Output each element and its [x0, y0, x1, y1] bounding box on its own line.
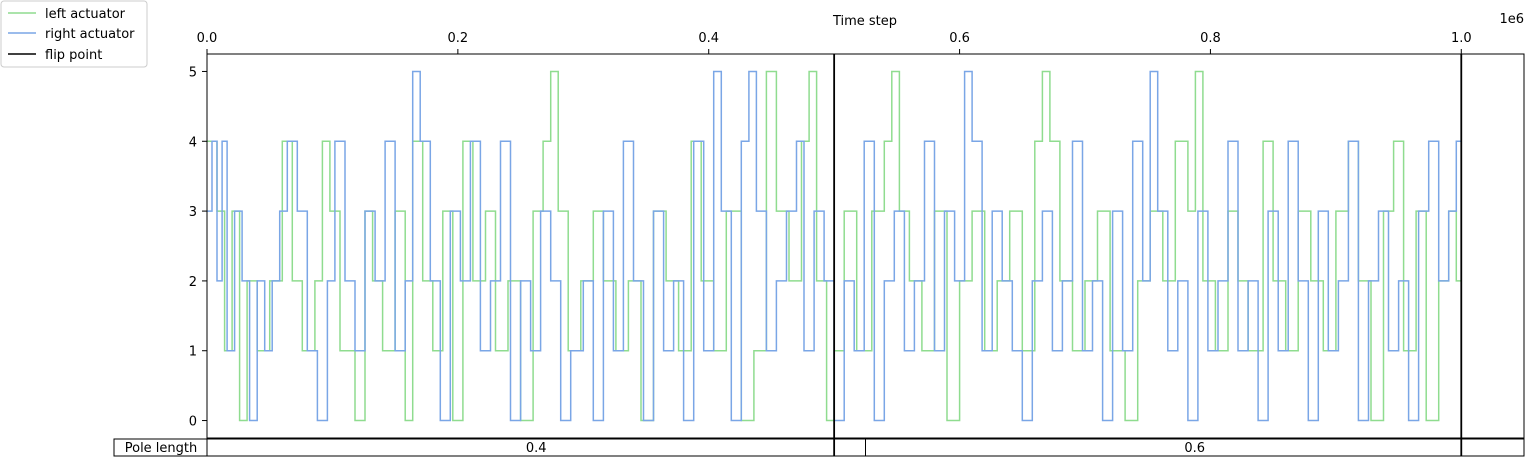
y-ticks: 0 1 2 3 4 5	[189, 65, 207, 430]
table-segment-label: 0.6	[1184, 441, 1205, 456]
legend-label-flip-point: flip point	[45, 48, 102, 63]
x-axis-title: Time step	[832, 14, 897, 29]
table-row-label: Pole length	[125, 441, 198, 456]
y-tick-label: 5	[189, 65, 197, 80]
legend-label-left-actuator: left actuator	[45, 7, 126, 22]
flip-layer	[833, 54, 1463, 456]
x-ticks: 0.0 0.2 0.4 0.6 0.8 1.0	[197, 31, 1472, 54]
x-tick-label: 0.0	[197, 31, 218, 46]
x-tick-label: 0.8	[1200, 31, 1221, 46]
series-layer	[207, 70, 1462, 422]
pole-length-table: Pole length 0.4 0.6	[113, 438, 1525, 457]
x-tick-label: 1.0	[1451, 31, 1472, 46]
table-segment-label: 0.4	[526, 441, 547, 456]
legend-label-right-actuator: right actuator	[45, 27, 135, 42]
series-right-actuator	[207, 70, 1462, 422]
plot-area	[206, 53, 1525, 456]
x-tick-label: 0.6	[949, 31, 970, 46]
y-tick-label: 2	[189, 275, 197, 290]
table-segment-cell	[865, 438, 1525, 457]
y-tick-label: 0	[189, 415, 197, 430]
x-axis-offset: 1e6	[1499, 12, 1524, 27]
x-tick-label: 0.4	[698, 31, 719, 46]
y-tick-label: 3	[189, 205, 197, 220]
plot-frame	[206, 53, 1525, 439]
legend: left actuator right actuator flip point	[0, 0, 148, 68]
legend-frame	[0, 0, 148, 68]
table-segments: 0.4 0.6	[206, 438, 1525, 457]
y-tick-label: 1	[189, 345, 197, 360]
x-tick-label: 0.2	[448, 31, 469, 46]
y-tick-label: 4	[189, 135, 197, 150]
